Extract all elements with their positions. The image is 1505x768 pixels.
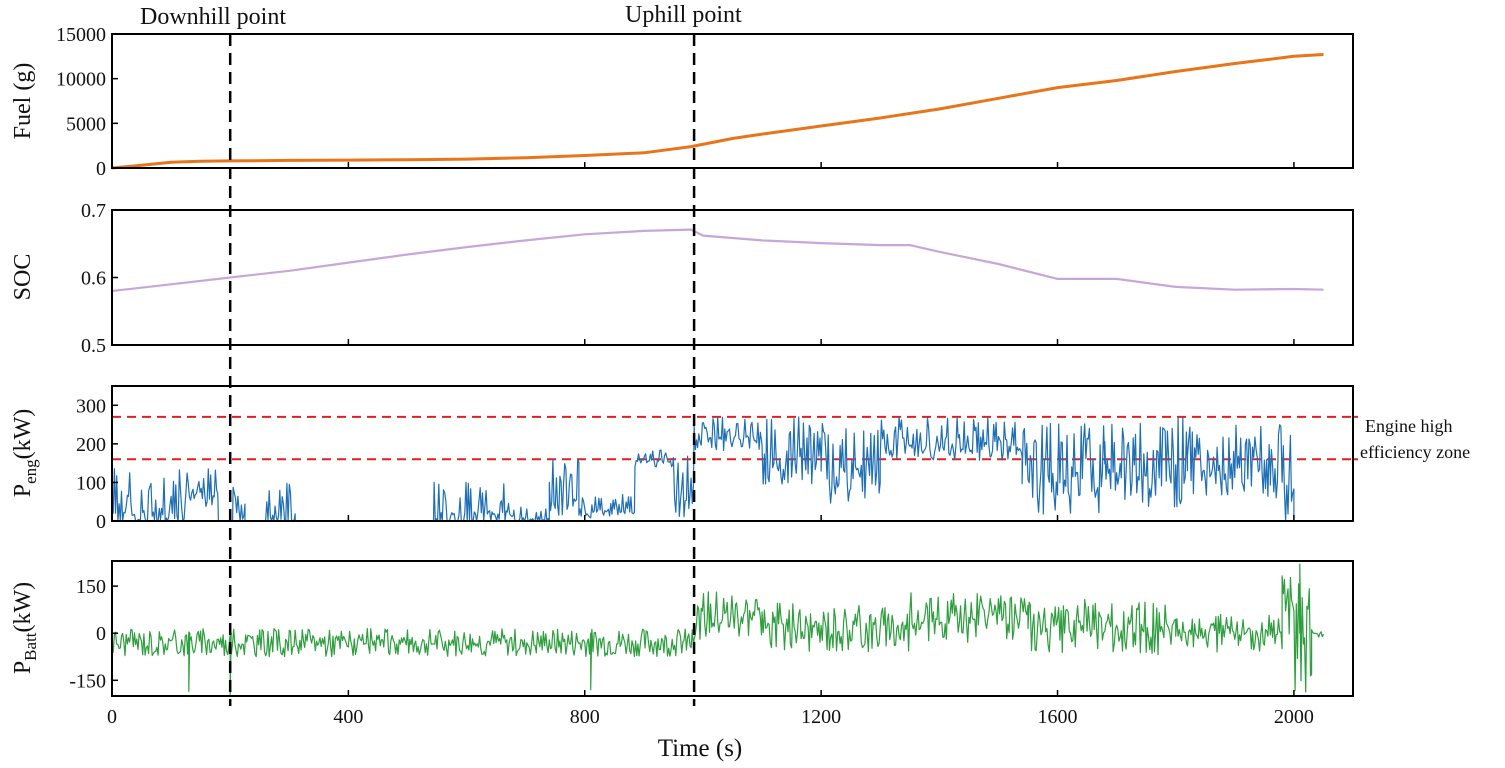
pbatt-ylabel-unit: (kW) — [10, 582, 36, 633]
soc-ylabel: SOC — [10, 254, 36, 301]
x-axis-label: Time (s) — [658, 735, 743, 762]
fuel-ylabel: Fuel (g) — [10, 63, 36, 140]
pbatt-ytick-label: -150 — [69, 670, 106, 692]
soc-series-line — [111, 228, 1324, 293]
xtick-label: 2000 — [1274, 706, 1314, 728]
fuel-frame — [111, 33, 1354, 169]
xtick-label: 400 — [333, 706, 363, 728]
xtick-label: 800 — [570, 706, 600, 728]
peng-ytick-label: 200 — [76, 434, 106, 456]
fuel-series-line — [111, 53, 1324, 170]
xtick-label: 1200 — [801, 706, 841, 728]
fuel-ytick-label: 5000 — [66, 113, 106, 135]
fuel-ytick-label: 0 — [96, 158, 106, 180]
pbatt-ylabel: PBatt(kW) — [10, 582, 40, 674]
event-lines — [228, 34, 696, 706]
soc-frame — [111, 209, 1354, 346]
peng-ylabel-sub: eng — [21, 459, 40, 484]
peng-frame — [111, 385, 1354, 522]
pbatt-ytick-label: 150 — [76, 576, 106, 598]
zone-label-line2: efficiency zone — [1360, 442, 1470, 462]
pbatt-ytick-label: 0 — [96, 623, 106, 645]
soc-ytick-label: 0.5 — [81, 335, 106, 357]
downhill-label: Downhill point — [140, 4, 286, 30]
peng-ylabel: Peng(kW) — [10, 409, 40, 498]
pbatt-series-line — [111, 563, 1325, 695]
peng-series-line — [111, 416, 1324, 522]
fuel-ytick-label: 15000 — [56, 24, 106, 46]
fuel-ytick-label: 10000 — [56, 69, 106, 91]
peng-ytick-label: 300 — [76, 395, 106, 417]
pbatt-frame — [111, 560, 1354, 697]
soc-panel: 0.5 0.6 0.7 — [81, 200, 1354, 357]
xtick-label: 1600 — [1038, 706, 1078, 728]
engine-power-panel: 0 100 200 300 — [76, 385, 1358, 533]
soc-ytick-label: 0.7 — [81, 200, 106, 222]
peng-ylabel-unit: (kW) — [10, 409, 36, 460]
uphill-label: Uphill point — [625, 2, 742, 28]
peng-ytick-label: 100 — [76, 472, 106, 494]
pbatt-ylabel-sub: Batt — [21, 632, 40, 661]
pbatt-ylabel-main: P — [10, 661, 36, 674]
fuel-panel: 0 5000 10000 15000 — [56, 24, 1354, 180]
peng-ylabel-main: P — [10, 484, 36, 497]
zone-label-line1: Engine high — [1365, 416, 1453, 436]
soc-ytick-label: 0.6 — [81, 268, 106, 290]
peng-ytick-label: 0 — [96, 511, 106, 533]
xtick-label: 0 — [107, 706, 117, 728]
